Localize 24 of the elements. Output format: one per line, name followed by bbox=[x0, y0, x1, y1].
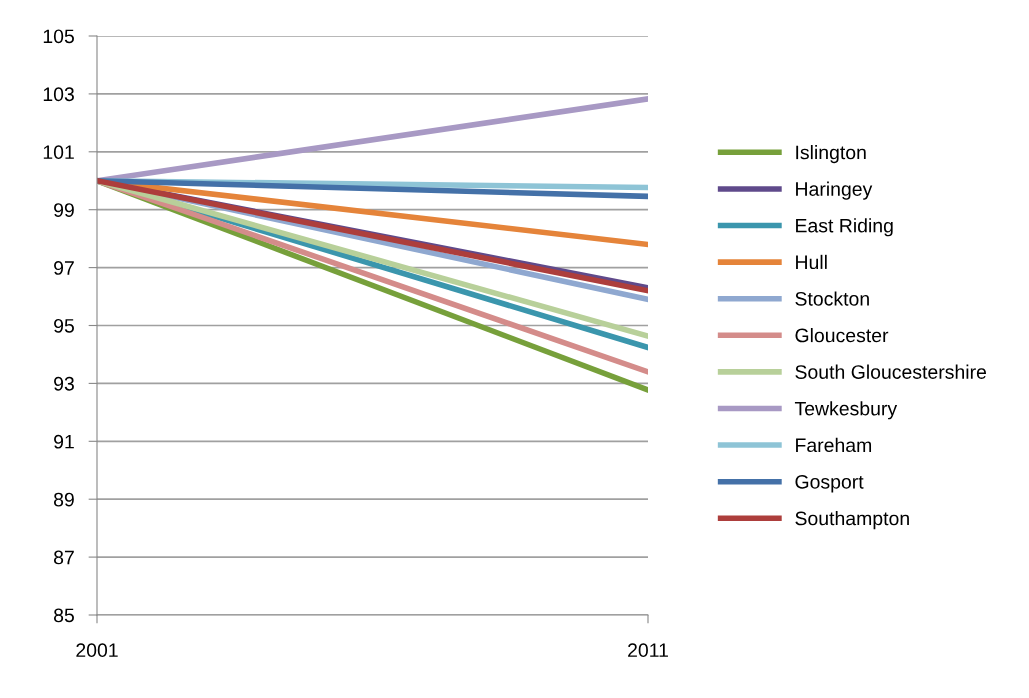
y-tick-label: 103 bbox=[43, 87, 74, 102]
legend-label: Southampton bbox=[795, 511, 909, 530]
legend-label: Gloucester bbox=[795, 328, 889, 343]
legend-label: Gosport bbox=[795, 474, 864, 493]
legend-label: Islington bbox=[796, 145, 866, 164]
y-tick-label: 93 bbox=[54, 376, 74, 391]
y-tick-label: 87 bbox=[54, 550, 74, 565]
y-tick-label: 91 bbox=[54, 434, 74, 449]
y-tick-label: 101 bbox=[43, 145, 74, 160]
y-tick-label: 99 bbox=[54, 203, 74, 217]
legend-label: Tewkesbury bbox=[794, 401, 898, 420]
y-tick-label: 97 bbox=[54, 261, 74, 275]
y-tick-label: 85 bbox=[54, 608, 74, 623]
y-tick-label: 95 bbox=[54, 318, 74, 333]
legend-label: Stockton bbox=[795, 291, 869, 306]
y-tick-label: 105 bbox=[43, 29, 74, 44]
legend-label: Haringey bbox=[796, 181, 873, 200]
legend-label: Hull bbox=[796, 254, 827, 270]
x-tick-label: 2001 bbox=[76, 643, 118, 658]
y-tick-label: 89 bbox=[54, 492, 74, 507]
legend-label: South Gloucestershire bbox=[795, 364, 987, 379]
x-tick-label: 2011 bbox=[628, 643, 668, 658]
legend-label: Fareham bbox=[796, 437, 872, 453]
legend-label: East Riding bbox=[796, 218, 893, 237]
